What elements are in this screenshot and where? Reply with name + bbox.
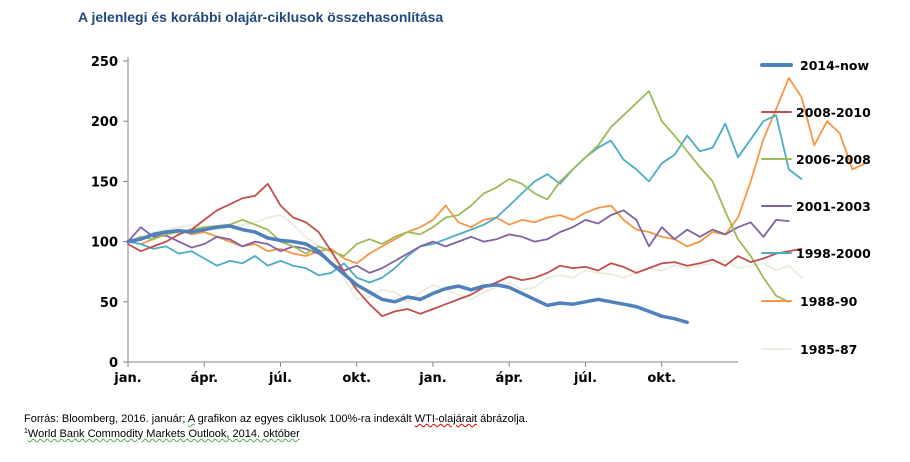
series-line-2014-now [126, 224, 689, 325]
x-tick-label: jan. [113, 371, 141, 386]
footnote: 1World Bank Commodity Markets Outlook, 2… [24, 427, 528, 442]
footnote-mark: 1 [24, 428, 28, 435]
x-tick-label: ápr. [495, 371, 523, 386]
chart-title: A jelenlegi és korábbi olajár-ciklusok ö… [78, 9, 444, 25]
x-tick-label: ápr. [190, 371, 218, 386]
x-tick-label: okt. [342, 371, 371, 386]
legend-item: 1988-90 [761, 294, 858, 309]
legend-item: 2006-2008 [761, 152, 871, 167]
series-layer [126, 77, 866, 325]
legend-item: 2008-2010 [761, 105, 871, 120]
y-tick-label: 100 [91, 236, 118, 251]
legend-label: 2008-2010 [796, 105, 871, 120]
legend-label: 2014-now [800, 58, 869, 73]
chart-footer: Forrás: Bloomberg, 2016. január; A grafi… [24, 412, 528, 442]
x-tick-label: júl. [573, 371, 597, 386]
source-a: A [187, 413, 195, 425]
legend-label: 1998-2000 [796, 246, 871, 261]
y-tick-label: 50 [100, 296, 118, 311]
series-line-1998-2000 [127, 114, 803, 284]
legend-item: 2014-now [760, 58, 869, 73]
series-line-2006-2008 [127, 90, 790, 303]
y-tick-label: 200 [91, 115, 118, 130]
y-tick-label: 0 [109, 356, 118, 371]
legend: 2014-now 2008-2010 2006-2008 2001-2003 1998-… [760, 58, 871, 357]
series-line-2008-2010 [127, 182, 803, 318]
source-prefix: Forrás: Bloomberg, 2016. január; [24, 413, 188, 425]
line-chart: 0 50 100 150 200 250 jan. ápr. júl. okt. jan. ápr. j… [91, 55, 871, 386]
axes: 0 50 100 150 200 250 jan. ápr. júl. okt. jan. ápr. j… [91, 55, 738, 386]
x-tick-label: jan. [418, 371, 446, 386]
legend-label: 1988-90 [800, 294, 858, 309]
footnote-text: World Bank Commodity Markets Outlook, 20… [27, 428, 300, 440]
series-line-1988-90 [127, 77, 866, 265]
legend-label: 1985-87 [800, 342, 857, 357]
legend-item: 1998-2000 [761, 246, 871, 261]
legend-item: 2001-2003 [761, 199, 871, 214]
legend-label: 2001-2003 [796, 199, 871, 214]
legend-label: 2006-2008 [796, 152, 871, 167]
legend-item: 1985-87 [761, 342, 857, 357]
source-note: Forrás: Bloomberg, 2016. január; A grafi… [24, 412, 528, 427]
source-mid: grafikon az egyes ciklusok 100%-ra index… [194, 413, 415, 425]
source-wti: WTI-olajárait [414, 413, 478, 425]
x-tick-label: okt. [647, 371, 676, 386]
x-tick-label: júl. [268, 371, 292, 386]
y-tick-label: 150 [91, 175, 118, 190]
series-line-2001-2003 [127, 209, 790, 274]
y-tick-label: 250 [91, 55, 118, 70]
source-end: ábrázolja. [477, 413, 528, 425]
